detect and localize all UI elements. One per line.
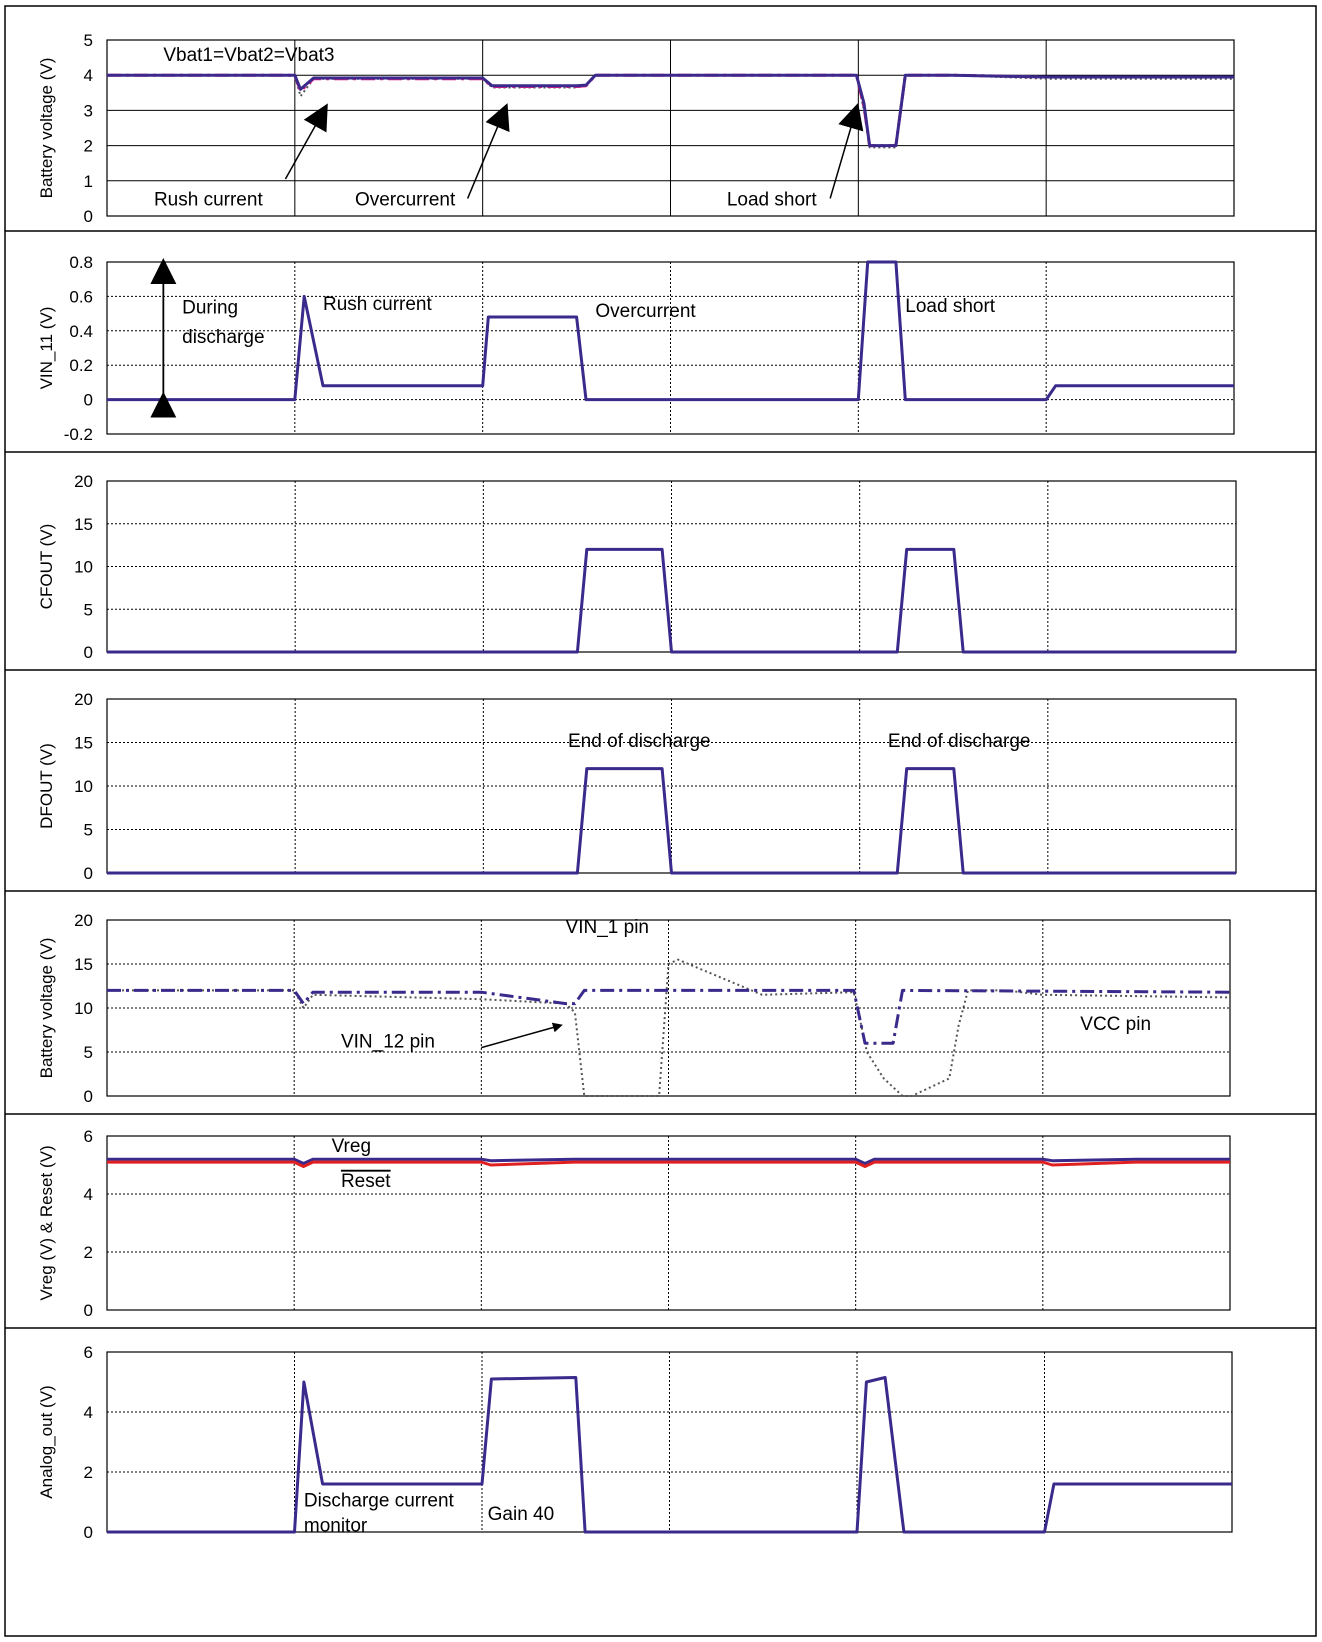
y-tick-label: 5 (84, 1043, 93, 1062)
y-axis-label: Battery voltage (V) (37, 938, 56, 1079)
panel-p6: 0 2 4 6 Vreg (V) & Reset (V) Vreg Reset (37, 1127, 1231, 1320)
y-axis-label: Battery voltage (V) (37, 58, 56, 199)
y-tick-label: 0.4 (69, 322, 93, 341)
y-axis-label: Vreg (V) & Reset (V) (37, 1145, 56, 1300)
plot-frame (106, 1135, 1231, 1311)
y-tick-label: 1 (84, 172, 93, 191)
annotation-arrow (481, 1022, 563, 1049)
y-tick-label: 15 (74, 734, 93, 753)
y-tick-label: 2 (84, 137, 93, 156)
y-tick-label: 0 (84, 391, 93, 410)
y-tick-label: 6 (84, 1343, 93, 1362)
figure-outer-frame (4, 5, 1317, 1637)
annotation-text: Load short (727, 189, 818, 210)
plot-frame (106, 919, 1231, 1097)
annotation-text: monitor (304, 1515, 368, 1536)
y-tick-label: 6 (84, 1127, 93, 1146)
y-tick-label: 5 (84, 600, 93, 619)
annotation-text: VCC pin (1080, 1014, 1151, 1035)
annotation-text: End of discharge (568, 731, 711, 752)
y-tick-label: 10 (74, 558, 93, 577)
annotation-text: discharge (182, 327, 264, 348)
y-tick-label: 4 (84, 66, 93, 85)
y-tick-label: 3 (84, 101, 93, 120)
y-tick-label: 10 (74, 777, 93, 796)
y-tick-label: 4 (84, 1403, 93, 1422)
y-tick-label: 0 (84, 1301, 93, 1320)
y-tick-label: 0 (84, 1087, 93, 1106)
panel-p7: 0 2 4 6 Analog_out (V) Discharge current monit… (37, 1343, 1233, 1542)
panel-p3: 0 5 10 15 20 CFOUT (V) (37, 472, 1237, 662)
plot-frame (106, 261, 1235, 435)
annotation-text: Gain 40 (488, 1504, 555, 1525)
y-tick-label: 0.6 (69, 287, 93, 306)
panel-p1: 0 1 2 3 4 5 Battery voltage (V) Vbat1=Vbat2=Vba… (37, 31, 1235, 226)
series-line-reset (107, 1160, 1230, 1168)
y-tick-label: 5 (84, 31, 93, 50)
panel-p4: 0 5 10 15 20 DFOUT (V) End of discharge End of … (37, 690, 1237, 883)
annotation-text: Overcurrent (595, 301, 696, 322)
annotation-text: Discharge current (304, 1491, 455, 1512)
y-axis-label: VIN_11 (V) (37, 307, 56, 390)
panels-group: 0 1 2 3 4 5 Battery voltage (V) Vbat1=Vbat2=Vba… (5, 31, 1316, 1542)
annotation-text: Overcurrent (355, 189, 456, 210)
y-tick-label: 2 (84, 1243, 93, 1262)
y-tick-label: 20 (74, 472, 93, 491)
annotation-text: Load short (905, 296, 996, 317)
y-tick-label: 10 (74, 999, 93, 1018)
series-line-2 (107, 988, 1231, 1045)
y-axis-label: Analog_out (V) (37, 1385, 56, 1498)
panel-p2: -0.2 0 0.2 0.4 0.6 0.8 VIN_11 (V) During dischar… (37, 253, 1235, 444)
series-line-1 (107, 1376, 1232, 1534)
y-tick-label: 2 (84, 1463, 93, 1482)
annotation-text: VIN_12 pin (341, 1032, 435, 1053)
y-tick-label: 0.2 (69, 356, 93, 375)
y-tick-label: -0.2 (64, 425, 93, 444)
series-line-1 (107, 260, 1234, 402)
y-tick-label: 0 (84, 1523, 93, 1542)
y-tick-label: 0 (84, 643, 93, 662)
y-axis-label: CFOUT (V) (37, 524, 56, 610)
annotation-text: VIN_1 pin (566, 917, 649, 938)
series-line-1 (107, 547, 1236, 654)
y-tick-label: 0 (84, 207, 93, 226)
y-tick-label: 20 (74, 690, 93, 709)
annotation-text: Vbat1=Vbat2=Vbat3 (163, 45, 334, 66)
series-line-1 (107, 767, 1236, 875)
annotation-text: End of discharge (888, 731, 1031, 752)
plot-frame (106, 39, 1235, 217)
annotation-text: Reset (341, 1171, 391, 1192)
annotation-text: Vreg (332, 1136, 371, 1157)
annotation-arrow (829, 102, 864, 199)
series-line-1 (107, 958, 1231, 1097)
annotation-text: Rush current (154, 189, 263, 210)
panel-p5: 0 5 10 15 20 Battery voltage (V) VIN_1 pin VIN_… (37, 911, 1231, 1106)
y-tick-label: 15 (74, 515, 93, 534)
y-tick-label: 0.8 (69, 253, 93, 272)
y-tick-label: 20 (74, 911, 93, 930)
annotation-arrow (284, 103, 328, 180)
y-tick-label: 5 (84, 821, 93, 840)
annotation-text: During (182, 298, 238, 319)
y-tick-label: 15 (74, 955, 93, 974)
series-line-vreg (107, 1157, 1230, 1165)
y-tick-label: 0 (84, 864, 93, 883)
y-tick-label: 4 (84, 1185, 93, 1204)
y-axis-label: DFOUT (V) (37, 743, 56, 829)
annotation-text: Rush current (323, 294, 432, 315)
annotation-arrow (466, 103, 510, 199)
series-line-3 (107, 73, 1234, 148)
